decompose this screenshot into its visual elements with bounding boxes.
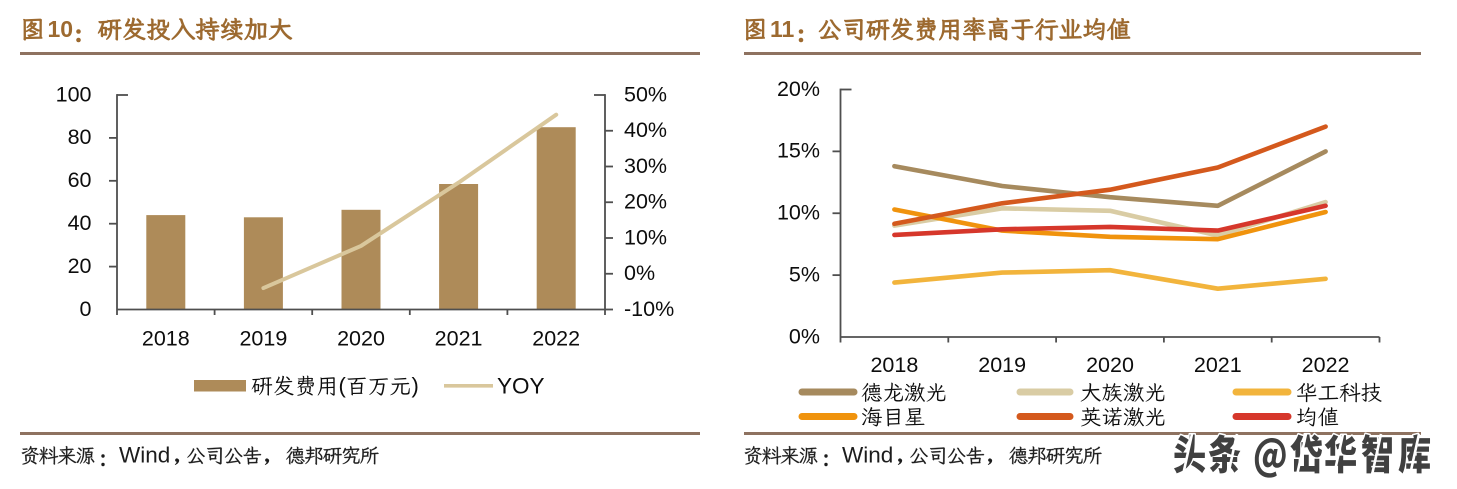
svg-text:80: 80 bbox=[68, 125, 92, 149]
svg-text:2020: 2020 bbox=[337, 326, 385, 350]
svg-text:11: 11 bbox=[770, 16, 795, 42]
svg-text:50%: 50% bbox=[624, 82, 667, 106]
svg-text:60: 60 bbox=[68, 168, 92, 192]
svg-text:2020: 2020 bbox=[1086, 353, 1134, 377]
svg-text:): ) bbox=[412, 373, 419, 398]
svg-text:2018: 2018 bbox=[870, 353, 918, 377]
svg-text:2019: 2019 bbox=[239, 326, 287, 350]
svg-text:10%: 10% bbox=[777, 201, 820, 225]
svg-text:40: 40 bbox=[68, 211, 92, 235]
svg-text:2019: 2019 bbox=[978, 353, 1026, 377]
svg-text:YOY: YOY bbox=[497, 374, 545, 399]
svg-text:20%: 20% bbox=[624, 190, 667, 214]
svg-text:0%: 0% bbox=[789, 324, 820, 348]
svg-text:2022: 2022 bbox=[532, 326, 580, 350]
svg-text:20: 20 bbox=[68, 254, 92, 278]
svg-text:Wind: Wind bbox=[842, 443, 893, 468]
svg-text:10%: 10% bbox=[624, 225, 667, 249]
svg-text:2021: 2021 bbox=[435, 326, 483, 350]
svg-text:2018: 2018 bbox=[142, 326, 190, 350]
svg-text:15%: 15% bbox=[777, 139, 820, 163]
svg-text:40%: 40% bbox=[624, 118, 667, 142]
svg-text:-10%: -10% bbox=[624, 297, 674, 321]
svg-text:10: 10 bbox=[48, 16, 74, 42]
svg-text:2022: 2022 bbox=[1302, 353, 1350, 377]
svg-text:0: 0 bbox=[80, 297, 92, 321]
svg-text:20%: 20% bbox=[777, 77, 820, 101]
svg-text:30%: 30% bbox=[624, 154, 667, 178]
svg-text:(: ( bbox=[339, 373, 347, 398]
svg-text:Wind: Wind bbox=[119, 443, 170, 468]
svg-text:5%: 5% bbox=[789, 262, 820, 286]
svg-text:0%: 0% bbox=[624, 261, 655, 285]
svg-text:2021: 2021 bbox=[1194, 353, 1242, 377]
svg-text:100: 100 bbox=[56, 82, 92, 106]
